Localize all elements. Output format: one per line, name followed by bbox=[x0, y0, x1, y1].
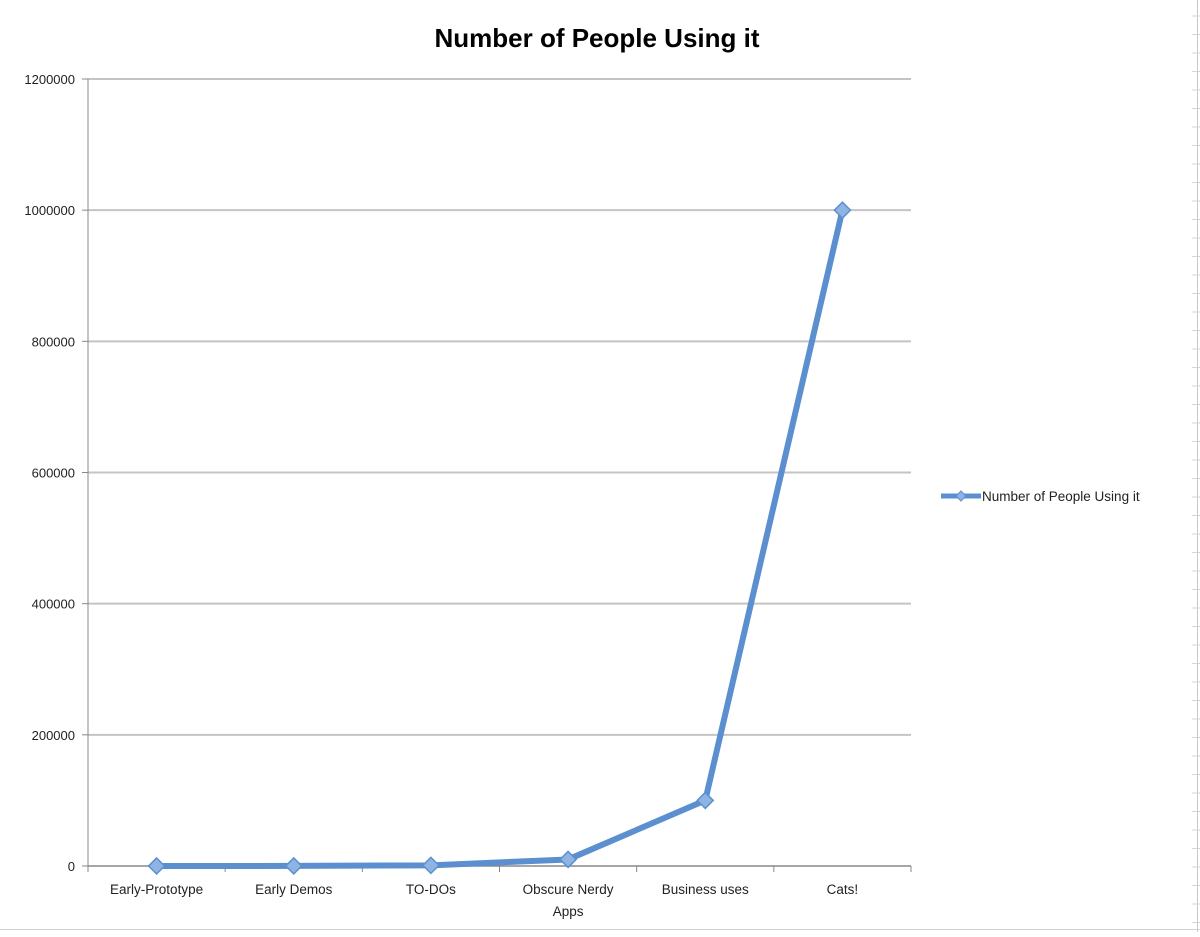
y-axis-tick-labels: 0 200000 400000 600000 800000 1000000 1200000 bbox=[24, 72, 75, 874]
series-line bbox=[153, 207, 846, 869]
y-tick-label: 200000 bbox=[32, 728, 75, 743]
x-axis-tick-labels: Early-Prototype Early Demos TO-DOs Obscure … bbox=[110, 882, 858, 919]
x-tick-label: Obscure Nerdy Apps bbox=[523, 882, 614, 919]
y-tick-label: 1200000 bbox=[24, 72, 75, 87]
data-point-marker bbox=[147, 856, 166, 876]
y-tick-label: 800000 bbox=[32, 334, 75, 349]
axes bbox=[82, 78, 912, 872]
x-tick-label: TO-DOs bbox=[406, 882, 456, 897]
chart-title: Number of People Using it bbox=[434, 23, 759, 53]
legend: Number of People Using it bbox=[941, 489, 1140, 504]
series-layer bbox=[147, 201, 852, 876]
data-point-marker bbox=[559, 850, 578, 869]
data-point-marker bbox=[833, 201, 852, 220]
x-tick-label: Early Demos bbox=[255, 882, 333, 897]
x-tick-label: Cats! bbox=[827, 882, 859, 897]
gridlines bbox=[88, 78, 911, 867]
y-tick-label: 600000 bbox=[32, 466, 75, 481]
y-tick-label: 1000000 bbox=[24, 203, 75, 218]
data-point-marker bbox=[421, 856, 440, 875]
x-tick-label: Business uses bbox=[662, 882, 749, 897]
legend-label: Number of People Using it bbox=[982, 489, 1140, 504]
data-point-marker bbox=[284, 856, 303, 875]
y-tick-label: 0 bbox=[68, 859, 75, 874]
x-tick-label: Early-Prototype bbox=[110, 882, 203, 897]
data-point-marker bbox=[696, 791, 715, 810]
y-tick-label: 400000 bbox=[32, 597, 75, 612]
legend-swatch-marker bbox=[955, 490, 967, 502]
